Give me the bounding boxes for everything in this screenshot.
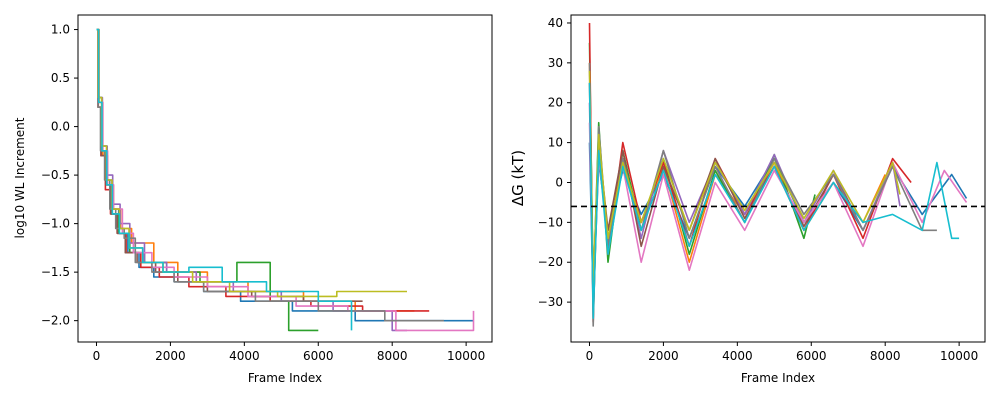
y-tick-label: −30 (538, 295, 563, 309)
y-axis-label: ΔG (kT) (509, 150, 527, 206)
y-tick-label: 0.5 (51, 71, 70, 85)
y-tick-label: −2.0 (41, 314, 70, 328)
y-tick-label: −10 (538, 215, 563, 229)
x-tick-label: 0 (93, 349, 101, 363)
x-axis-label: Frame Index (741, 371, 815, 385)
series-line (96, 28, 353, 331)
plot-frame (77, 14, 493, 343)
chart-wl-increment: 0 2000 4000 6000 8000 10000 1.0 0.5 0.0 −0.5 −1.0… (13, 14, 493, 385)
x-tick-label: 4000 (229, 349, 260, 363)
x-axis-label: Frame Index (248, 371, 322, 385)
x-tick-label: 8000 (377, 349, 408, 363)
series-line (588, 82, 960, 319)
x-tick-label: 2000 (155, 349, 186, 363)
x-tick-label: 2000 (648, 349, 679, 363)
y-tick-label: −0.5 (41, 168, 70, 182)
y-tick-label: 40 (548, 16, 563, 30)
y-tick-label: 30 (548, 56, 563, 70)
chart-delta-g: 0 2000 4000 6000 8000 10000 40 30 20 10 0 −10 −20 −3… (509, 14, 986, 385)
y-tick-label: 1.0 (51, 23, 70, 37)
y-ticks: 1.0 0.5 0.0 −0.5 −1.0 −1.5 −2.0 (41, 23, 78, 328)
y-tick-label: 0.0 (51, 120, 70, 134)
x-tick-label: 6000 (303, 349, 334, 363)
plot-frame (570, 14, 986, 343)
y-tick-label: −1.0 (41, 217, 70, 231)
x-ticks: 0 2000 4000 6000 8000 10000 (586, 342, 978, 363)
x-tick-label: 10000 (940, 349, 978, 363)
x-ticks: 0 2000 4000 6000 8000 10000 (93, 342, 485, 363)
y-axis-label: log10 WL Increment (13, 117, 27, 238)
x-tick-label: 10000 (447, 349, 485, 363)
y-tick-label: −1.5 (41, 265, 70, 279)
x-tick-label: 0 (586, 349, 594, 363)
series-group (96, 28, 475, 332)
y-tick-label: 10 (548, 136, 563, 150)
y-tick-label: 0 (555, 175, 563, 189)
y-tick-label: 20 (548, 96, 563, 110)
x-tick-label: 6000 (796, 349, 827, 363)
x-tick-label: 8000 (870, 349, 901, 363)
y-ticks: 40 30 20 10 0 −10 −20 −30 (538, 16, 571, 309)
y-tick-label: −20 (538, 255, 563, 269)
x-tick-label: 4000 (722, 349, 753, 363)
series-line (588, 70, 901, 287)
